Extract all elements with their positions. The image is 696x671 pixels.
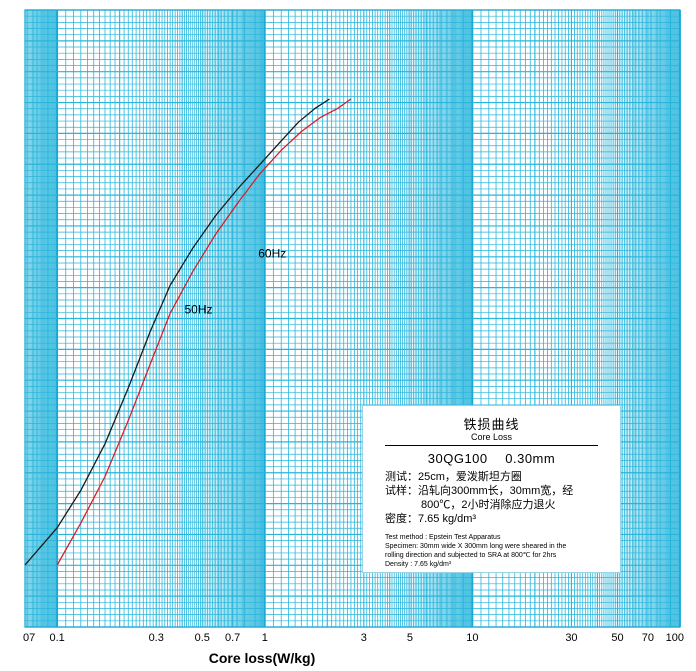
info-cn-line: 800℃，2小时消除应力退火 [421, 499, 556, 511]
info-title-cn: 铁损曲线 [463, 417, 520, 432]
x-tick-label: 70 [642, 632, 654, 644]
x-tick-label: 07 [23, 632, 35, 644]
info-en-line: Specimen: 30mm wide X 300mm long were sh… [385, 543, 567, 550]
plot-border [24, 9, 681, 628]
x-tick-label: 10 [466, 632, 478, 644]
x-tick-label: 30 [565, 632, 577, 644]
x-tick-label: 0.1 [50, 632, 65, 644]
info-divider [385, 445, 598, 446]
series-line-60hz [56, 98, 352, 566]
series-label-60hz: 60Hz [258, 246, 286, 260]
x-tick-label: 0.7 [225, 632, 240, 644]
info-cn-lines: 测试：25cm，爱泼斯坦方圈 试样：沿轧向300mm长，30mm宽，经 800℃… [385, 470, 605, 526]
series-labels: 50Hz 60Hz [184, 246, 286, 316]
info-en-line: Density : 7.65 kg/dm³ [385, 561, 452, 568]
series-label-50hz: 50Hz [184, 302, 212, 316]
x-axis-title: Core loss(W/kg) [209, 650, 316, 666]
x-tick-label: 0.5 [195, 632, 210, 644]
x-tick-label: 50 [611, 632, 623, 644]
info-title-en: Core Loss [470, 432, 513, 442]
series-line-50hz [24, 98, 330, 566]
info-en-line: rolling direction and subjected to SRA a… [385, 552, 557, 559]
info-cn-line: 试样：沿轧向300mm长，30mm宽，经 [385, 485, 574, 497]
x-tick-label: 5 [407, 632, 413, 644]
info-cn-line: 密度：7.65 kg/dm³ [385, 513, 477, 525]
info-cn-line: 测试：25cm，爱泼斯坦方圈 [385, 471, 522, 483]
x-tick-label: 1 [262, 632, 268, 644]
x-tick-label: 100 [666, 632, 684, 644]
x-tick-label: 0.3 [149, 632, 164, 644]
series-layer [24, 98, 352, 566]
info-box: 铁损曲线 Core Loss 30QG100 0.30mm 测试：25cm，爱泼… [362, 405, 621, 573]
info-en-lines: Test method : Epstein Test Apparatus Spe… [385, 533, 617, 569]
x-tick-label: 3 [361, 632, 367, 644]
info-en-line: Test method : Epstein Test Apparatus [385, 534, 501, 541]
x-tick-labels: 07 0.1 0.3 0.5 0.7 1 3 5 10 30 50 70 100 [23, 632, 684, 644]
info-grade: 30QG100 0.30mm [427, 451, 556, 466]
